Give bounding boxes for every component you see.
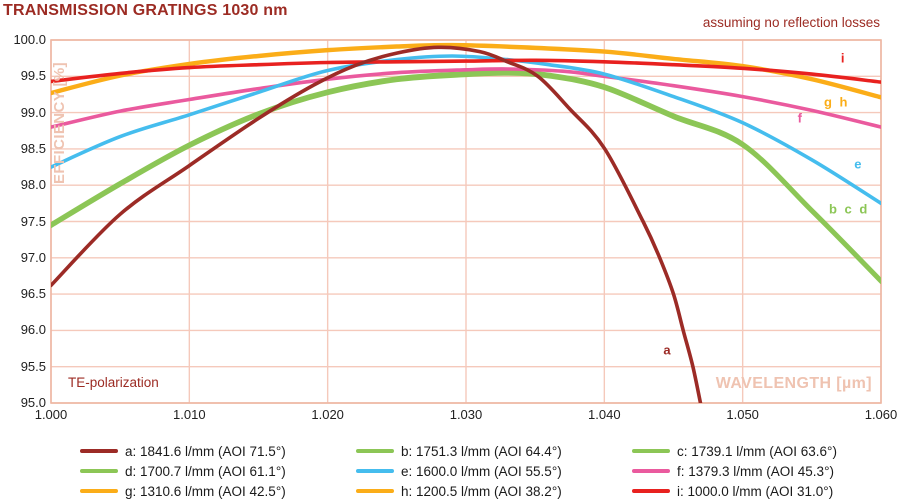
x-tick-label: 1.030: [449, 407, 483, 422]
legend-item-b: b: 1751.3 l/mm (AOI 64.4°): [356, 444, 632, 459]
legend-item-a: a: 1841.6 l/mm (AOI 71.5°): [80, 444, 356, 459]
y-tick-label: 98.5: [20, 140, 46, 156]
legend-label-h: h: 1200.5 l/mm (AOI 38.2°): [401, 483, 562, 499]
legend-item-i: i: 1000.0 l/mm (AOI 31.0°): [632, 484, 908, 499]
legend-swatch-a: [80, 449, 118, 453]
curve-label-g: g h: [823, 94, 850, 110]
legend-label-c: c: 1739.1 l/mm (AOI 63.6°): [677, 443, 837, 459]
y-tick-label: 99.0: [20, 104, 46, 120]
curve-label-i: i: [840, 50, 847, 66]
curve-label-f: f: [797, 110, 804, 126]
y-tick-label: 100.0: [13, 32, 46, 47]
legend-label-e: e: 1600.0 l/mm (AOI 55.5°): [401, 463, 562, 479]
curve-f: [51, 67, 881, 129]
x-tick-label: 1.000: [34, 407, 68, 422]
legend-swatch-b: [356, 449, 394, 453]
legend-item-d: d: 1700.7 l/mm (AOI 61.1°): [80, 464, 356, 479]
curve-a: [51, 45, 703, 403]
polarization-note: TE-polarization: [68, 375, 159, 390]
legend-item-g: g: 1310.6 l/mm (AOI 42.5°): [80, 484, 356, 499]
curve-b: [51, 69, 881, 282]
plot-border: [50, 39, 882, 404]
x-axis-label: WAVELENGTH [µm]: [715, 375, 872, 392]
x-tick-label: 1.010: [173, 407, 206, 422]
legend-swatch-e: [356, 469, 394, 473]
legend-item-e: e: 1600.0 l/mm (AOI 55.5°): [356, 464, 632, 479]
y-tick-label: 96.0: [20, 322, 46, 338]
legend-label-i: i: 1000.0 l/mm (AOI 31.0°): [677, 483, 834, 499]
legend-swatch-f: [632, 469, 670, 473]
legend-label-d: d: 1700.7 l/mm (AOI 61.1°): [125, 463, 286, 479]
y-tick-label: 95.0: [20, 395, 46, 410]
legend-label-f: f: 1379.3 l/mm (AOI 45.3°): [677, 463, 834, 479]
x-tick-label: 1.040: [588, 407, 621, 422]
curve-i: [51, 58, 881, 84]
y-tick-label: 95.5: [20, 358, 46, 374]
chart-subtitle: assuming no reflection losses: [702, 15, 880, 30]
legend-item-h: h: 1200.5 l/mm (AOI 38.2°): [356, 484, 632, 499]
y-axis-label: EFFICIENCY [%]: [51, 62, 68, 184]
legend-item-f: f: 1379.3 l/mm (AOI 45.3°): [632, 464, 908, 479]
y-tick-label: 96.5: [20, 286, 46, 302]
legend-swatch-g: [80, 489, 118, 493]
curve-e: [51, 54, 881, 206]
x-tick-label: 1.050: [726, 407, 759, 422]
legend-swatch-i: [632, 489, 670, 493]
legend-swatch-c: [632, 449, 670, 453]
legend-label-a: a: 1841.6 l/mm (AOI 71.5°): [125, 443, 286, 459]
curve-label-c: b c d: [829, 201, 870, 217]
legend-swatch-h: [356, 489, 394, 493]
x-tick-label: 1.020: [311, 407, 344, 422]
x-tick-label: 1.060: [864, 407, 898, 422]
y-tick-label: 97.5: [20, 213, 46, 229]
y-tick-label: 98.0: [20, 177, 46, 193]
legend-item-c: c: 1739.1 l/mm (AOI 63.6°): [632, 444, 908, 459]
chart-legend: a: 1841.6 l/mm (AOI 71.5°) b: 1751.3 l/mm…: [80, 441, 908, 500]
legend-label-b: b: 1751.3 l/mm (AOI 64.4°): [401, 443, 562, 459]
curve-label-a: a: [663, 342, 673, 358]
plot-area: [50, 39, 882, 404]
legend-label-g: g: 1310.6 l/mm (AOI 42.5°): [125, 483, 286, 499]
curve-label-e: e: [854, 156, 864, 172]
legend-swatch-d: [80, 469, 118, 473]
y-tick-label: 99.5: [20, 68, 46, 84]
y-tick-label: 97.0: [20, 249, 46, 265]
page-title: TRANSMISSION GRATINGS 1030 nm: [3, 2, 288, 19]
